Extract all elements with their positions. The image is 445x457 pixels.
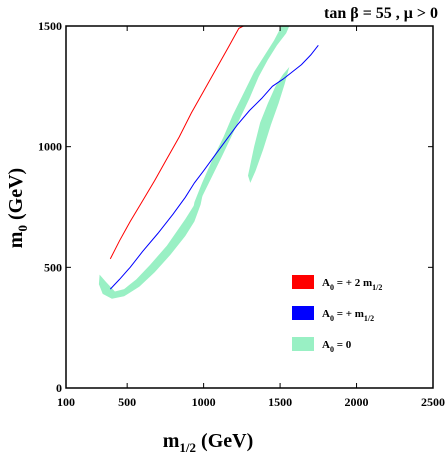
x-tick-label: 1000	[192, 395, 216, 409]
legend-label-part: A	[322, 308, 330, 320]
plot-frame	[65, 25, 434, 389]
series-line-0	[109, 25, 244, 260]
x-tick-label: 1500	[268, 395, 292, 409]
legend-label-part: 1/2	[372, 283, 382, 292]
legend-label-part: = 0	[334, 339, 352, 351]
legend: A0 = + 2 m1/2A0 = + m1/2A0 = 0	[292, 275, 382, 354]
legend-label-part: = + m	[334, 308, 364, 320]
legend-label-part: 0	[330, 345, 334, 354]
x-tick-label: 500	[118, 395, 136, 409]
y-axis-ticks: 0 500 1000 1500	[38, 19, 433, 395]
y-tick-label: 0	[56, 381, 62, 395]
chart-title: tan β = 55 , μ > 0	[324, 5, 438, 22]
legend-label: A0 = + m1/2	[322, 308, 374, 323]
legend-label-part: A	[322, 277, 330, 289]
x-axis-title-unit: (GeV)	[196, 430, 253, 452]
legend-label-part: 0	[330, 314, 334, 323]
plot-area	[98, 25, 319, 299]
series-region-a0-zero	[98, 190, 204, 299]
x-axis-title-sub: 1/2	[179, 440, 196, 455]
legend-label-part: 1/2	[364, 314, 374, 323]
series-line-1	[109, 44, 319, 290]
series-region-a0-zero	[248, 67, 290, 183]
legend-label-part: = + 2 m	[334, 277, 372, 289]
legend-label: A0 = 0	[322, 339, 352, 354]
y-tick-label: 1000	[38, 140, 62, 154]
x-tick-label: 2500	[421, 395, 445, 409]
legend-label-part: A	[322, 339, 330, 351]
series-region-a0-zero	[191, 26, 290, 220]
y-tick-label: 500	[44, 260, 62, 274]
legend-label: A0 = + 2 m1/2	[322, 277, 382, 292]
x-axis-title-main: m	[163, 430, 180, 452]
legend-swatch	[292, 306, 314, 320]
x-axis-ticks: 100 500 1000 1500 2000 2500	[57, 26, 445, 409]
y-axis-title: m0 (GeV)	[5, 168, 30, 248]
x-tick-label: 2000	[345, 395, 369, 409]
x-axis-title: m1/2 (GeV)	[163, 430, 254, 455]
y-axis-title-main: m	[5, 231, 27, 248]
legend-swatch	[292, 337, 314, 351]
y-axis-title-sub: 0	[15, 225, 30, 232]
legend-swatch	[292, 275, 314, 289]
y-tick-label: 1500	[38, 19, 62, 33]
x-tick-label: 100	[57, 395, 75, 409]
legend-label-part: 0	[330, 283, 334, 292]
y-axis-title-unit: (GeV)	[5, 168, 27, 225]
